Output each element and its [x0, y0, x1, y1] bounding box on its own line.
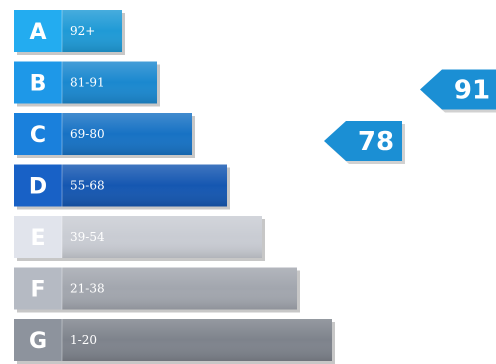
rating-pointers: 91 78: [324, 69, 496, 164]
band-a-range: 92+: [70, 24, 95, 38]
rating-band-f: F 21-38: [14, 267, 300, 313]
band-a-letter: A: [29, 20, 46, 45]
band-b-letter-box: [14, 61, 62, 104]
band-c-letter: C: [30, 123, 46, 148]
pointer-91-label: 91: [454, 76, 490, 106]
rating-band-d: D 55-68: [14, 164, 230, 210]
band-e-letter-box: [14, 216, 62, 258]
band-e-letter: E: [30, 226, 45, 251]
band-a-letter-box: [14, 10, 62, 52]
rating-band-b: B 81-91: [14, 61, 160, 107]
rating-band-c: C 69-80: [14, 113, 195, 158]
band-g-sheen: [14, 319, 332, 361]
band-g-letter-box: [14, 319, 62, 361]
band-b-letter: B: [30, 72, 47, 97]
band-c-letter-box: [14, 113, 62, 155]
rating-band-g: G 1-20: [14, 319, 335, 364]
band-d-letter-box: [14, 164, 62, 207]
band-g-letter: G: [29, 329, 47, 354]
band-f-letter-box: [14, 267, 62, 310]
pointer-78-arrow: [324, 121, 402, 161]
band-d-letter: D: [29, 175, 47, 200]
rating-band-a: A 92+: [14, 10, 125, 55]
rating-pointer-91: 91: [420, 69, 496, 113]
pointer-91-arrow: [420, 69, 496, 110]
band-g-range: 1-20: [70, 333, 97, 347]
band-e-range: 39-54: [70, 230, 105, 244]
rating-bands: A 92+ B 81-91 C 69-80 D 55-68 E 39-54 F 21-38 G 1-20: [14, 10, 335, 364]
band-d-range: 55-68: [70, 179, 105, 193]
band-f-range: 21-38: [70, 282, 105, 296]
band-b-range: 81-91: [70, 76, 105, 90]
band-f-letter: F: [30, 278, 45, 303]
rating-pointer-78: 78: [324, 121, 405, 164]
band-c-range: 69-80: [70, 127, 105, 141]
rating-band-e: E 39-54: [14, 216, 265, 261]
pointer-78-label: 78: [358, 127, 394, 157]
